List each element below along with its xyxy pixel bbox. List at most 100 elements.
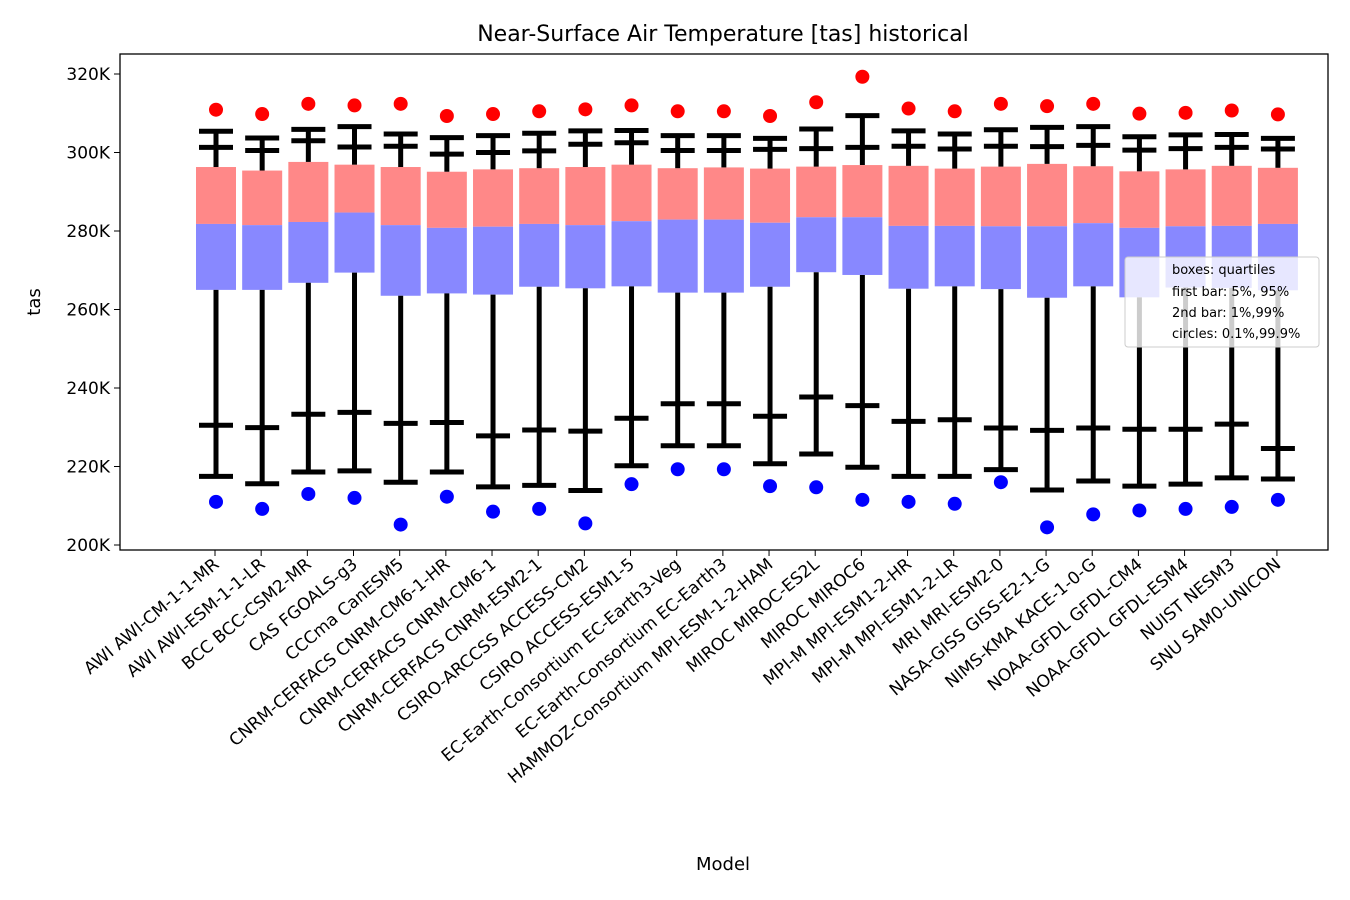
dot-p0-1 [1086,507,1101,522]
box-upper-quartile [1119,171,1160,228]
chart-title: Near-Surface Air Temperature [tas] histo… [477,22,969,47]
y-axis: 200K 220K 240K 260K 280K 300K 320K [66,65,120,556]
box-upper-quartile [196,167,236,224]
box-group [750,108,791,494]
box-group [288,96,329,501]
box-upper-quartile [242,170,283,226]
box-upper-quartile [334,164,375,213]
box-upper-quartile [934,168,975,226]
box-upper-quartile [796,166,837,218]
dot-p99-9 [1178,105,1193,120]
dot-p0-1 [1178,501,1193,516]
legend-entry-second-bar: 2nd bar: 1%,99% [1172,306,1284,321]
box-lower-quartile [1073,223,1114,287]
box-lower-quartile [934,225,975,287]
box-group [611,98,652,492]
legend-entry-first-bar: first bar: 5%, 95% [1172,285,1289,300]
box-lower-quartile [565,225,606,289]
box-lower-quartile [196,223,236,290]
box-group [334,98,375,505]
dot-p99-9 [670,104,685,119]
box-group [473,107,514,519]
box-lower-quartile [242,225,283,290]
dot-p99-9 [209,102,223,117]
x-axis-label: Model [696,854,750,875]
box-group [703,104,744,477]
box-upper-quartile [980,166,1021,227]
box-upper-quartile [657,168,698,220]
box-upper-quartile [1073,166,1114,224]
y-tick-label: 260K [66,301,110,321]
dot-p0-1 [901,494,916,509]
dot-p99-9 [301,96,316,111]
dot-p0-1 [578,516,593,531]
dot-p99-9 [855,69,870,84]
box-lower-quartile [750,222,791,287]
box-upper-quartile [611,164,652,222]
dot-p99-9 [947,104,962,119]
dot-p0-1 [1224,499,1239,514]
box-upper-quartile [519,168,560,224]
dot-p99-9 [901,101,916,116]
box-lower-quartile [473,226,514,295]
dot-p0-1 [532,501,547,516]
legend: boxes: quartiles first bar: 5%, 95% 2nd … [1124,256,1320,348]
dot-p0-1 [209,494,223,509]
legend-entry-quartiles: boxes: quartiles [1172,263,1276,278]
dot-p0-1 [993,475,1008,490]
dot-p99-9 [1040,99,1055,114]
dot-p99-9 [763,108,778,123]
dot-p0-1 [855,492,870,507]
box-group [657,104,698,477]
box-lower-quartile [334,212,375,273]
dot-p99-9 [716,104,731,119]
box-lower-quartile [980,226,1021,290]
box-lower-quartile [888,225,929,289]
box-group [565,102,606,531]
y-tick-label: 280K [66,222,110,242]
box-group [888,101,929,509]
dot-p0-1 [763,479,778,494]
dot-p99-9 [624,98,639,113]
box-upper-quartile [426,171,467,228]
y-tick-label: 220K [66,458,110,478]
dot-p99-9 [439,108,454,123]
box-lower-quartile [796,217,837,273]
dot-p0-1 [1270,492,1285,507]
dot-p99-9 [347,98,362,113]
dot-p99-9 [1270,107,1285,122]
box-group [934,104,975,511]
dot-p0-1 [255,501,270,516]
dot-p99-9 [486,107,501,122]
dot-p0-1 [393,517,408,532]
box-upper-quartile [888,165,929,226]
y-tick-label: 320K [66,65,110,85]
box-upper-quartile [1211,165,1252,226]
dot-p99-9 [809,95,824,110]
box-group [842,69,883,507]
dot-p0-1 [716,462,731,477]
legend-entry-circles: circles: 0.1%,99.9% [1172,327,1300,342]
box-group [426,108,467,504]
dot-p99-9 [1086,96,1101,111]
dot-p99-9 [578,102,593,117]
box-group [1027,99,1068,535]
dot-p99-9 [393,96,408,111]
legend-box [1124,256,1320,348]
dot-p99-9 [1224,103,1239,118]
box-lower-quartile [657,219,698,293]
box-lower-quartile [842,217,883,275]
y-axis-label: tas [24,288,45,315]
box-group [242,107,283,516]
box-group [796,95,837,495]
y-tick-label: 240K [66,379,110,399]
box-upper-quartile [1027,163,1068,227]
box-lower-quartile [1027,226,1068,298]
box-lower-quartile [703,219,744,293]
box-lower-quartile [426,227,467,294]
dot-p0-1 [1040,520,1055,535]
y-tick-label: 300K [66,144,110,164]
dot-p99-9 [532,104,547,119]
